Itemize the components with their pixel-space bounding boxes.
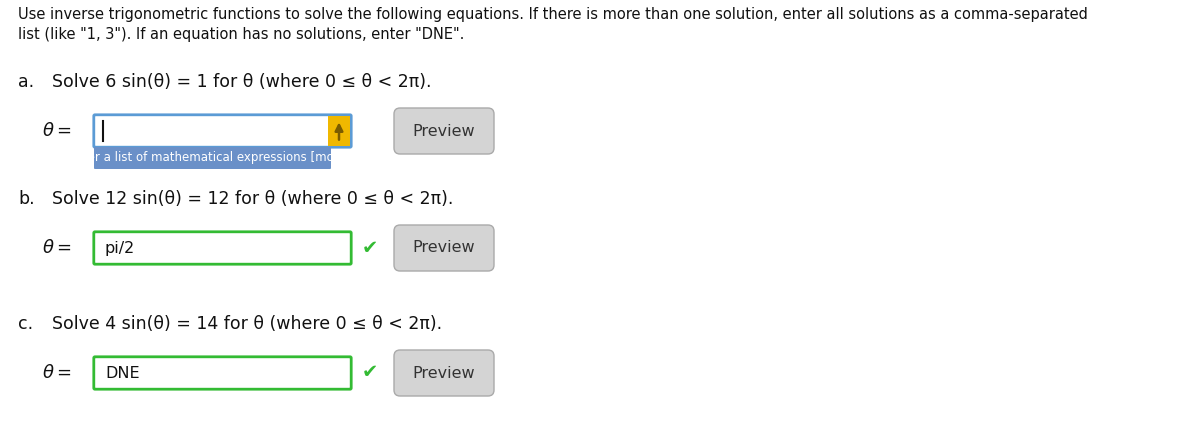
Text: Use inverse trigonometric functions to solve the following equations. If there i: Use inverse trigonometric functions to s… xyxy=(18,7,1088,22)
Text: Solve 4 sin(θ) = 14 for θ (where 0 ≤ θ < 2π).: Solve 4 sin(θ) = 14 for θ (where 0 ≤ θ <… xyxy=(52,315,442,333)
Text: ✔: ✔ xyxy=(362,238,378,258)
Text: Enter a list of mathematical expressions [more..]: Enter a list of mathematical expressions… xyxy=(67,151,358,164)
Text: $\theta =$: $\theta =$ xyxy=(42,364,72,382)
FancyBboxPatch shape xyxy=(394,225,494,271)
Text: Solve 12 sin(θ) = 12 for θ (where 0 ≤ θ < 2π).: Solve 12 sin(θ) = 12 for θ (where 0 ≤ θ … xyxy=(52,190,454,208)
Text: Solve 6 sin(θ) = 1 for θ (where 0 ≤ θ < 2π).: Solve 6 sin(θ) = 1 for θ (where 0 ≤ θ < … xyxy=(52,73,432,91)
Text: c.: c. xyxy=(18,315,34,333)
FancyBboxPatch shape xyxy=(94,232,352,264)
Text: pi/2: pi/2 xyxy=(106,241,136,255)
FancyBboxPatch shape xyxy=(394,108,494,154)
FancyBboxPatch shape xyxy=(94,147,331,169)
Text: $\theta =$: $\theta =$ xyxy=(42,122,72,140)
Text: Preview: Preview xyxy=(413,241,475,255)
Text: Preview: Preview xyxy=(413,366,475,380)
Text: b.: b. xyxy=(18,190,35,208)
FancyBboxPatch shape xyxy=(328,116,350,146)
FancyBboxPatch shape xyxy=(94,357,352,389)
Text: a.: a. xyxy=(18,73,34,91)
FancyBboxPatch shape xyxy=(394,350,494,396)
Text: ✔: ✔ xyxy=(362,363,378,382)
Text: Preview: Preview xyxy=(413,124,475,139)
Text: $\theta =$: $\theta =$ xyxy=(42,239,72,257)
Text: list (like "1, 3"). If an equation has no solutions, enter "DNE".: list (like "1, 3"). If an equation has n… xyxy=(18,27,464,42)
Text: DNE: DNE xyxy=(106,366,139,380)
FancyBboxPatch shape xyxy=(94,115,352,147)
